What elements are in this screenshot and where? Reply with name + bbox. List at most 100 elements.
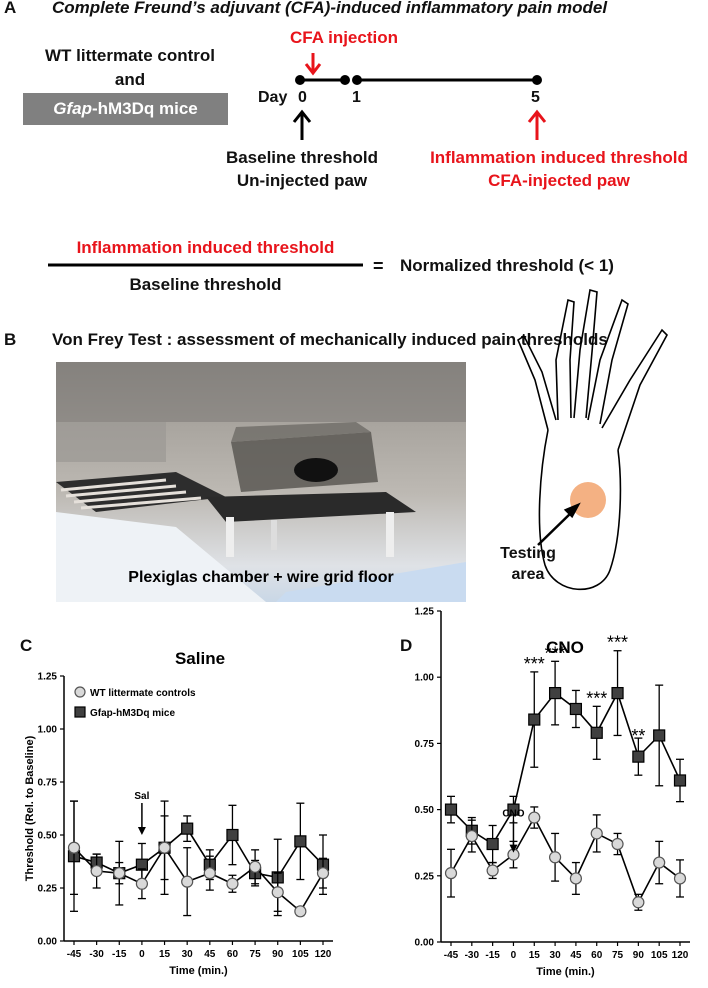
testing-area-spot — [570, 482, 606, 518]
chart-c-point-wt — [67, 841, 81, 854]
chart-c-point-gfap — [248, 867, 262, 880]
day-0-label: 0 — [298, 89, 307, 106]
chart-c-series-line-gfap — [73, 827, 324, 879]
cfa-arrow-down — [304, 53, 322, 76]
chart-d-x-tick-label: -45 — [444, 950, 459, 961]
chart-d-y-tick-label: 1.25 — [415, 607, 435, 618]
photo-caption: Plexiglas chamber + wire grid floor — [128, 569, 394, 586]
chart-c-point-gfap — [294, 835, 307, 848]
chart-d-y-tick-label: 0.25 — [415, 871, 435, 882]
timeline-dot-day0 — [295, 75, 305, 85]
equals-sign: = — [373, 256, 384, 276]
chart-d-point-wt — [507, 848, 520, 861]
chart-c-x-tick-label: -15 — [112, 949, 127, 960]
chart-c-legend-label-wt: WT littermate controls — [90, 688, 196, 699]
chart-c-y-tick-label: 1.00 — [38, 725, 58, 736]
chart-c-x-tick-label: 75 — [250, 949, 262, 960]
chart-c-point-wt — [113, 867, 126, 880]
chart-d-point-wt — [465, 829, 478, 843]
inflammation-threshold-label: Inflammation induced threshold — [430, 148, 688, 167]
gfap-italic: Gfap — [53, 99, 92, 118]
inflammation-arrow-up — [527, 109, 547, 140]
chart-d-x-tick-label: 90 — [633, 950, 645, 961]
group-label-wt: WT littermate control — [44, 46, 215, 65]
chart-c-point-gfap — [158, 841, 171, 854]
testing-area-label-1: Testing — [500, 545, 556, 562]
chart-d-x-tick-label: 0 — [511, 950, 517, 961]
von-frey-photo: Plexiglas chamber + wire grid floor — [56, 362, 466, 602]
chart-c-y-tick-label: 0.00 — [38, 937, 58, 948]
chart-c-point-wt — [294, 905, 307, 918]
panel-a-title: Complete Freund’s adjuvant (CFA)-induced… — [52, 0, 608, 17]
chart-d-point-gfap — [507, 803, 520, 816]
chart-d-point-gfap — [611, 686, 624, 700]
chart-d-x-tick-label: 120 — [672, 950, 689, 961]
chart-c-legend-marker-wt — [74, 686, 86, 698]
chart-d-significance-label: *** — [545, 643, 566, 663]
chart-d-point-wt — [673, 872, 687, 885]
chart-c-series-line-wt — [73, 846, 324, 913]
chart-d-point-gfap — [653, 729, 666, 742]
chart-c-point-wt — [181, 875, 194, 888]
chart-c-point-gfap — [226, 828, 239, 842]
chart-d-point-gfap — [590, 726, 603, 739]
chart-d-x-tick-label: 75 — [612, 950, 624, 961]
chart-d-x-tick-label: 15 — [529, 950, 541, 961]
chart-c-point-gfap — [67, 850, 81, 863]
chart-d-series-line-gfap — [450, 691, 681, 846]
cfa-injected-paw-label: CFA-injected paw — [488, 171, 630, 190]
chart-d-point-wt — [528, 811, 541, 824]
chart-d-x-label: Time (min.) — [536, 966, 595, 978]
apparatus-drawing — [56, 362, 466, 602]
chart-c-point-wt — [226, 877, 239, 890]
chart-c-point-gfap — [316, 858, 330, 871]
chart-d-point-gfap — [444, 803, 458, 816]
chart-d-x-tick-label: 60 — [591, 950, 603, 961]
chart-d-treatment-label: CNO — [502, 809, 524, 820]
chart-c-treatment-label: Sal — [134, 791, 149, 802]
chart-d-point-gfap — [528, 713, 541, 726]
chart-d-significance-label: *** — [524, 654, 545, 674]
chart-d-point-gfap — [486, 837, 499, 851]
chart-d-point-wt — [632, 896, 645, 909]
chart-d-point-wt — [653, 856, 666, 869]
chart-d-point-gfap — [548, 686, 562, 700]
chart-c-y-tick-label: 0.75 — [38, 778, 58, 789]
chart-c-point-gfap — [271, 871, 284, 884]
chart-c-y-tick-label: 0.50 — [38, 831, 58, 842]
paw-digit-1 — [517, 334, 557, 431]
chart-d-point-wt — [611, 837, 624, 851]
chart-d-treatment-arrowhead — [509, 844, 518, 853]
chart-d-significance-label: *** — [586, 688, 607, 708]
fraction-numerator: Inflammation induced threshold — [76, 238, 335, 257]
baseline-arrow-up — [292, 109, 312, 140]
panel-d-letter: D — [400, 636, 413, 655]
chart-c-point-wt — [203, 867, 216, 880]
chart-d-title: CNO — [546, 638, 584, 657]
testing-area-label-2: area — [511, 566, 545, 583]
chart-c-point-gfap — [135, 858, 149, 871]
chart-c-legend-label-gfap: Gfap-hM3Dq mice — [90, 708, 175, 719]
chart-d-y-tick-label: 0.00 — [415, 938, 435, 949]
chart-d-point-wt — [590, 827, 603, 840]
chart-d-x-tick-label: 105 — [651, 950, 668, 961]
chart-c-x-tick-label: 60 — [227, 949, 239, 960]
paw-digit-5 — [601, 328, 668, 451]
chart-d-point-gfap — [673, 774, 687, 787]
chart-c-point-gfap — [90, 856, 103, 869]
chart-d-significance-label: *** — [607, 633, 628, 653]
chart-c-x-tick-label: 0 — [139, 949, 145, 960]
baseline-threshold-label: Baseline threshold — [225, 148, 379, 167]
chart-d-series-line-wt — [450, 815, 681, 905]
chart-c-point-gfap — [181, 822, 194, 835]
panel-b-title: Von Frey Test : assessment of mechanical… — [52, 330, 608, 349]
chart-c-point-wt — [90, 864, 103, 878]
chart-c-point-wt — [271, 886, 284, 899]
panel-a-letter: A — [4, 0, 17, 17]
chart-c-point-wt — [135, 877, 149, 890]
chart-d-point-gfap — [465, 824, 478, 837]
chart-d-y-tick-label: 0.50 — [415, 805, 435, 816]
chart-c-x-tick-label: -30 — [89, 949, 104, 960]
chart-d-point-wt — [486, 864, 499, 877]
chart-c-point-wt — [248, 860, 262, 873]
